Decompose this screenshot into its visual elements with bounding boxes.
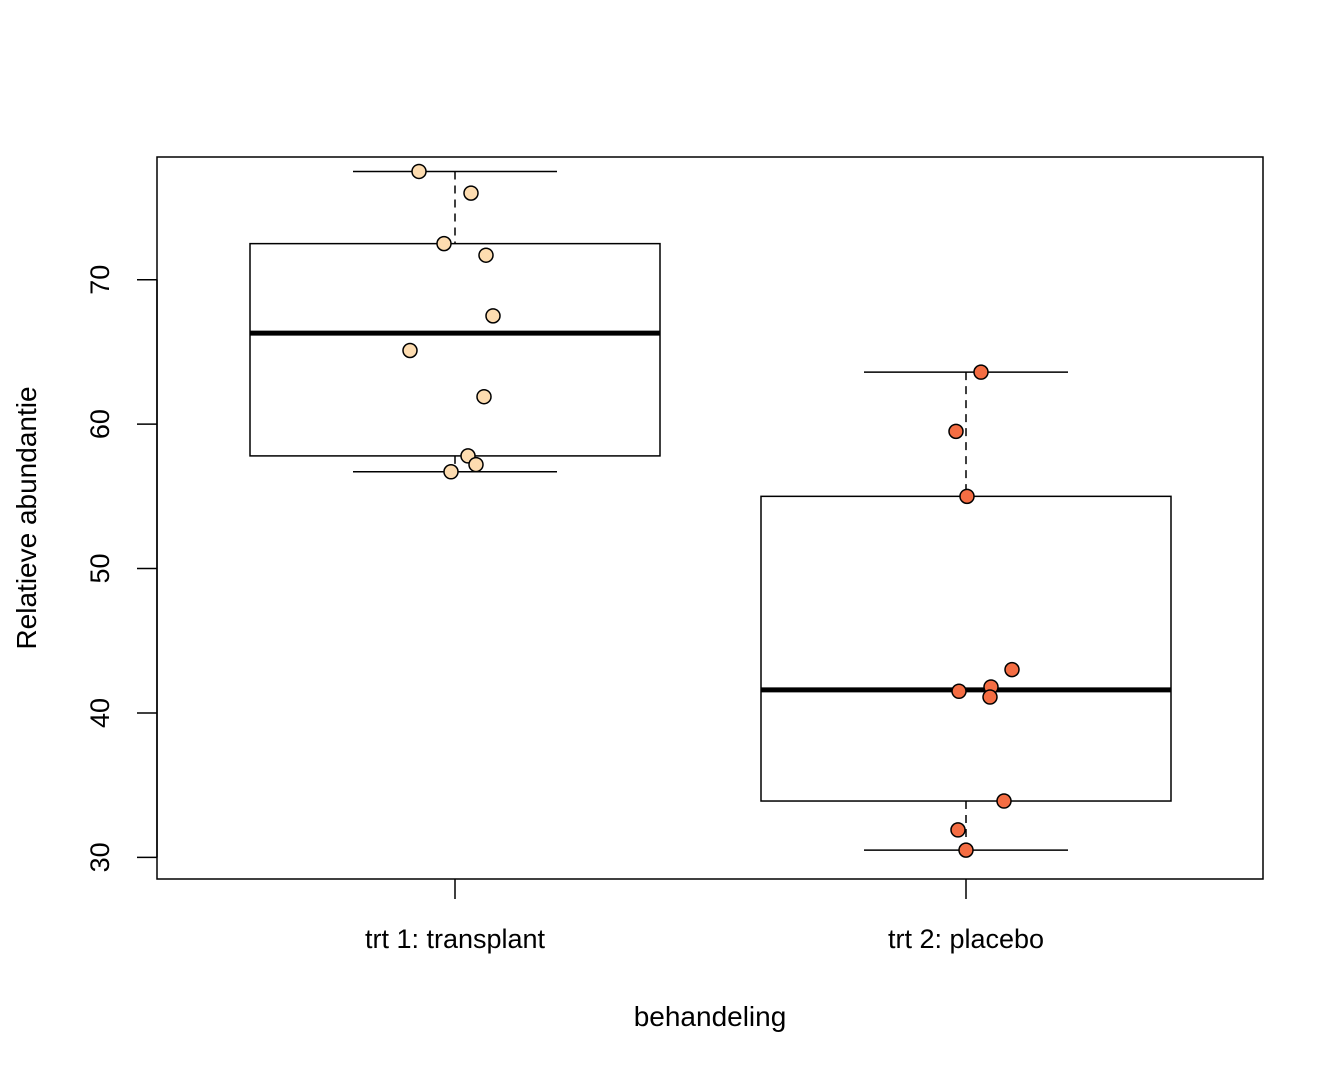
y-tick-label: 30 bbox=[85, 842, 115, 872]
data-point bbox=[948, 423, 964, 440]
data-point bbox=[468, 456, 484, 473]
data-point bbox=[950, 822, 966, 838]
data-point bbox=[476, 388, 492, 405]
data-point bbox=[982, 689, 998, 705]
data-point bbox=[463, 185, 479, 201]
data-point bbox=[436, 235, 452, 252]
data-point bbox=[402, 342, 418, 359]
y-tick-label: 60 bbox=[85, 409, 115, 439]
box bbox=[760, 495, 1172, 802]
x-axis: trt 1: transplant trt 2: placebo bbox=[365, 879, 1044, 954]
y-tick-label: 50 bbox=[85, 554, 115, 584]
x-axis-label: behandeling bbox=[634, 1001, 787, 1032]
data-point bbox=[411, 163, 427, 180]
x-tick-label: trt 2: placebo bbox=[888, 924, 1044, 954]
y-tick-label: 70 bbox=[85, 265, 115, 295]
boxes bbox=[249, 170, 1172, 851]
data-points bbox=[402, 163, 1020, 858]
y-axis-label: Relatieve abundantie bbox=[11, 386, 42, 649]
data-point bbox=[485, 308, 501, 324]
data-point bbox=[959, 488, 975, 505]
data-point bbox=[1004, 661, 1020, 678]
box bbox=[249, 242, 661, 457]
data-point bbox=[478, 247, 494, 263]
data-point bbox=[958, 842, 974, 858]
x-tick-label: trt 1: transplant bbox=[365, 924, 546, 954]
y-tick-label: 40 bbox=[85, 698, 115, 728]
data-point bbox=[951, 683, 967, 700]
data-point bbox=[443, 464, 459, 480]
data-point bbox=[996, 793, 1012, 809]
y-axis: 30 40 50 60 70 bbox=[85, 265, 158, 872]
plot-frame bbox=[156, 156, 1264, 880]
data-point bbox=[973, 364, 989, 380]
